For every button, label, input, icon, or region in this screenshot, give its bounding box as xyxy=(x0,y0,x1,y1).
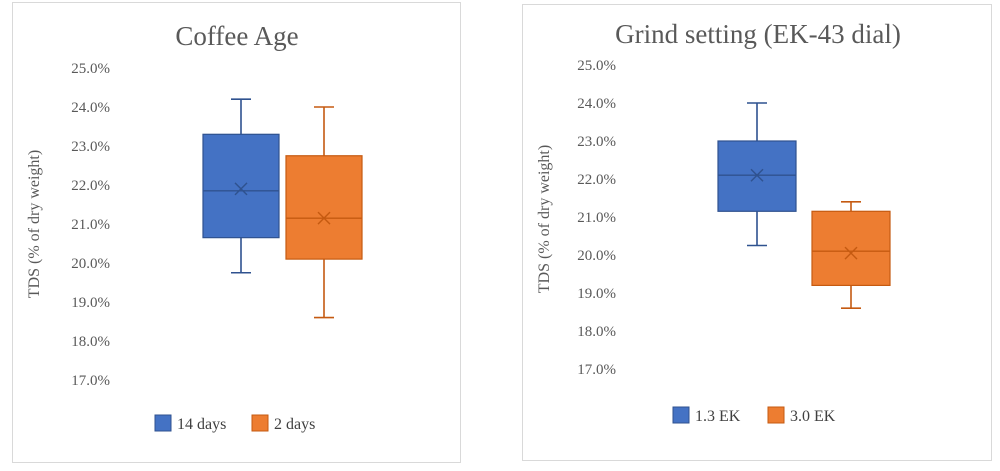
y-tick-label: 25.0% xyxy=(71,61,110,77)
y-tick-label: 21.0% xyxy=(71,217,110,233)
y-tick-label: 19.0% xyxy=(577,286,616,302)
y-tick-label: 25.0% xyxy=(577,58,616,74)
legend-label: 2 days xyxy=(274,416,315,433)
legend-swatch xyxy=(767,406,785,424)
mean-marker xyxy=(317,211,331,225)
y-tick-label: 17.0% xyxy=(71,373,110,389)
y-tick-label: 18.0% xyxy=(577,324,616,340)
y-tick-label: 17.0% xyxy=(577,362,616,378)
y-tick-label: 20.0% xyxy=(577,248,616,264)
y-tick-label: 23.0% xyxy=(577,134,616,150)
y-tick-label: 21.0% xyxy=(577,210,616,226)
legend-label: 14 days xyxy=(177,416,226,433)
y-tick-label: 24.0% xyxy=(71,100,110,116)
y-tick-label: 23.0% xyxy=(71,139,110,155)
y-tick-label: 22.0% xyxy=(71,178,110,194)
coffee-age-svg: Coffee Age TDS (% of dry weight) 17.0% 18… xyxy=(26,21,363,433)
y-axis-label: TDS (% of dry weight) xyxy=(26,150,43,298)
mean-marker xyxy=(234,182,248,196)
chart-grind-setting: Grind setting (EK-43 dial) TDS (% of dry… xyxy=(522,4,992,461)
legend-swatch xyxy=(672,406,690,424)
chart-title: Coffee Age xyxy=(175,21,298,51)
mean-marker xyxy=(750,168,764,182)
chart-title: Grind setting (EK-43 dial) xyxy=(615,19,901,49)
chart-coffee-age: Coffee Age TDS (% of dry weight) 17.0% 18… xyxy=(12,2,461,463)
legend-swatch xyxy=(251,414,269,432)
y-tick-label: 24.0% xyxy=(577,96,616,112)
box-iqr xyxy=(202,133,280,239)
y-tick-label: 20.0% xyxy=(71,256,110,272)
mean-marker xyxy=(844,246,858,260)
legend-swatch xyxy=(154,414,172,432)
y-axis-label: TDS (% of dry weight) xyxy=(536,145,553,293)
box-iqr xyxy=(285,155,363,260)
y-tick-label: 22.0% xyxy=(577,172,616,188)
grind-setting-svg: Grind setting (EK-43 dial) TDS (% of dry… xyxy=(536,19,901,425)
legend-label: 3.0 EK xyxy=(790,408,836,425)
legend-label: 1.3 EK xyxy=(695,408,741,425)
box-iqr xyxy=(811,210,891,287)
y-tick-label: 19.0% xyxy=(71,295,110,311)
y-tick-label: 18.0% xyxy=(71,334,110,350)
